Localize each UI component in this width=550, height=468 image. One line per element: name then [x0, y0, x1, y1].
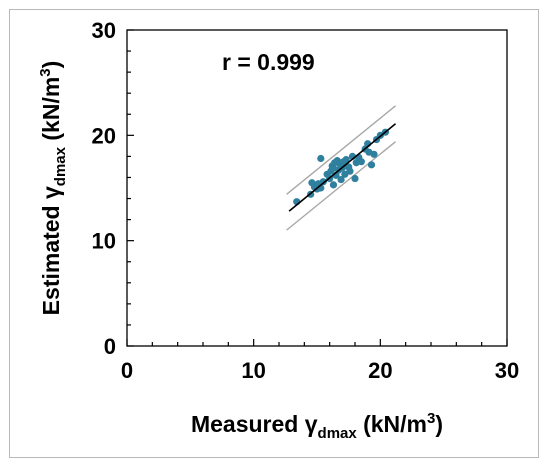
lower-band-line — [286, 141, 396, 231]
x-tick-labels: 0 10 20 30 — [121, 358, 519, 383]
x-axis-title-unit: (kN/m — [357, 411, 427, 437]
data-point — [329, 181, 338, 189]
x-axis-title-prefix: Measured — [191, 411, 305, 437]
y-tick-labels: 0 10 20 30 — [92, 18, 116, 359]
x-tick-marks — [126, 339, 508, 346]
data-point — [317, 154, 325, 163]
y-axis-title-unit: (kN/m — [38, 77, 64, 147]
x-axis-title-symbol: γ — [305, 411, 318, 437]
x-axis-title-subscript: dmax — [318, 425, 358, 442]
y-tick-label: 20 — [92, 123, 116, 148]
plot-area — [126, 29, 508, 347]
data-point — [367, 161, 376, 169]
x-tick-label: 10 — [241, 358, 265, 383]
x-axis-title: Measured γdmax (kN/m3) — [191, 410, 443, 442]
fit-line — [288, 123, 397, 212]
y-axis-title-symbol: γ — [38, 186, 64, 199]
upper-band-line — [286, 105, 396, 195]
x-tick-label: 30 — [495, 358, 519, 383]
y-axis-title-subscript: dmax — [52, 146, 69, 186]
data-point — [342, 155, 350, 164]
figure-frame — [9, 9, 539, 458]
prediction-bands — [286, 105, 396, 231]
correlation-annotation: r = 0.999 — [222, 49, 315, 75]
y-axis-title: Estimated γdmax (kN/m3) — [37, 61, 69, 316]
data-point — [351, 174, 359, 183]
y-axis-title-prefix: Estimated — [38, 199, 64, 315]
data-point — [319, 178, 327, 186]
data-point — [370, 150, 378, 158]
y-axis-title-superscript: 3 — [37, 68, 54, 76]
y-tick-label: 0 — [104, 334, 116, 359]
y-tick-label: 10 — [92, 229, 116, 254]
fit-line-group — [288, 123, 397, 212]
x-axis-title-close: ) — [435, 411, 443, 437]
data-point — [337, 175, 345, 184]
y-axis-title-close: ) — [38, 61, 64, 69]
data-point — [346, 167, 354, 175]
data-point — [357, 158, 365, 166]
x-axis-title-superscript: 3 — [427, 410, 435, 427]
x-tick-label: 0 — [121, 358, 133, 383]
x-tick-label: 20 — [368, 358, 392, 383]
y-tick-label: 30 — [92, 18, 116, 43]
y-tick-marks — [127, 29, 134, 347]
